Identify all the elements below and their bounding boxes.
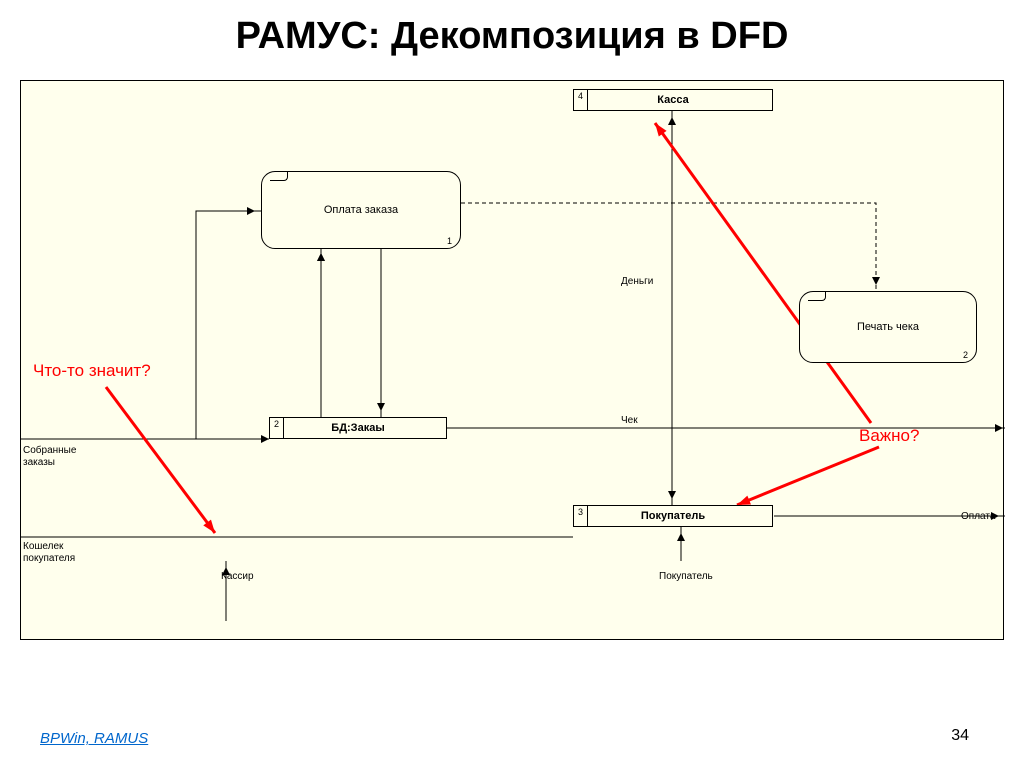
flow-label: Собранные xyxy=(23,445,76,456)
flow-label: покупателя xyxy=(23,553,75,564)
page-title: РАМУС: Декомпозиция в DFD xyxy=(0,0,1024,58)
page-number: 34 xyxy=(951,727,969,745)
annotation: Важно? xyxy=(859,426,919,446)
flow-label: Деньги xyxy=(621,276,653,287)
process-p1: Оплата заказа1 xyxy=(261,171,461,249)
footer-link[interactable]: BPWin, RAMUS xyxy=(40,730,148,747)
flow-label: Оплата xyxy=(961,511,995,522)
dfd-diagram: Оплата заказа1 Печать чека2 4Касса 2БД:Зака… xyxy=(20,80,1004,640)
flow-label: Кассир xyxy=(221,571,254,582)
flow-label: Покупатель xyxy=(659,571,713,582)
flow-label: Чек xyxy=(621,415,638,426)
datastore-d3: 3Покупатель xyxy=(573,505,773,527)
flow-label: Кошелек xyxy=(23,541,63,552)
datastore-d4: 4Касса xyxy=(573,89,773,111)
datastore-d2: 2БД:Закаы xyxy=(269,417,447,439)
flow-label: заказы xyxy=(23,457,55,468)
process-p2: Печать чека2 xyxy=(799,291,977,363)
annotation: Что-то значит? xyxy=(33,361,151,381)
